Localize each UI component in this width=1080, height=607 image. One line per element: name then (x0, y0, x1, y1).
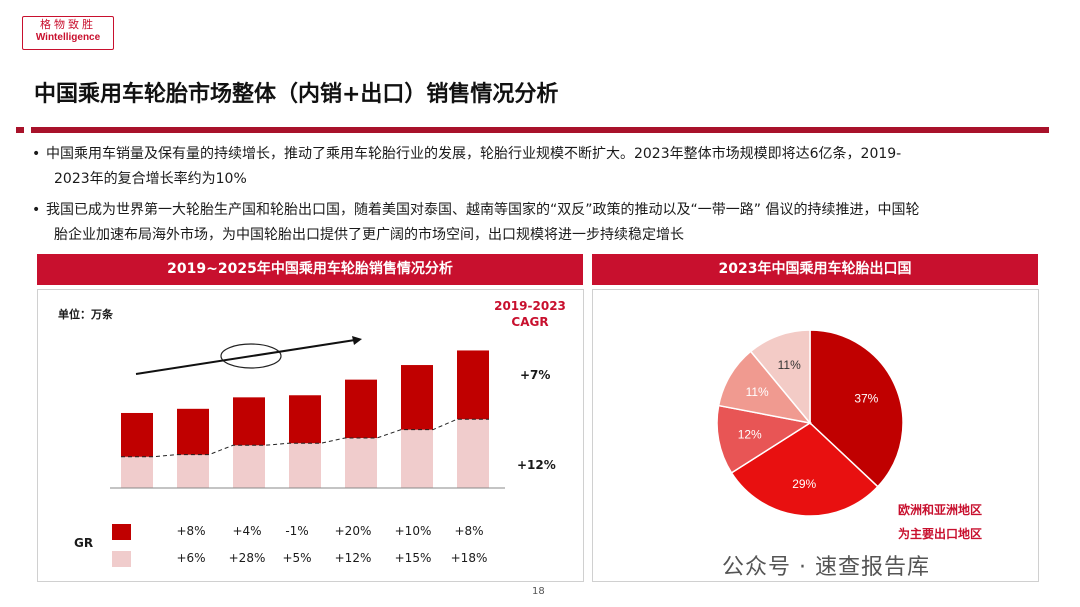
gr-legend-top-swatch (112, 524, 131, 540)
gr-top-value: +20% (334, 524, 372, 538)
pie-annotation: 欧洲和亚洲地区 为主要出口地区 (898, 498, 982, 546)
bar-panel-header: 2019~2025年中国乘用车轮胎销售情况分析 (37, 254, 583, 285)
bar-top-segment (401, 365, 433, 430)
gr-label: GR (74, 536, 94, 550)
pie-slice-label: 11% (778, 358, 801, 372)
cagr-bottom-value: +12% (517, 458, 556, 472)
pie-chart: 37% 29% 12% 11% 11% (716, 329, 904, 517)
bullet-dot: • (32, 146, 41, 162)
bar-top-segment (457, 350, 489, 420)
gr-top-value: +4% (232, 524, 262, 538)
gr-top-value: +10% (394, 524, 432, 538)
bar-bottom-segment (457, 419, 489, 488)
gr-bottom-value: +12% (334, 551, 372, 565)
pie-slice-label: 37% (854, 392, 878, 406)
bar-top-segment (289, 395, 321, 444)
bullet-1-line-2: 2023年的复合增长率约为10% (54, 171, 247, 187)
cagr-title-text: CAGR (511, 315, 549, 329)
pie-panel-header: 2023年中国乘用车轮胎出口国 (592, 254, 1038, 285)
bullet-2-line-2: 胎企业加速布局海外市场，为中国轮胎出口提供了更广阔的市场空间，出口规模将进一步持… (54, 227, 684, 243)
gr-top-value: -1% (285, 524, 309, 538)
bar-top-segment (177, 408, 209, 455)
bar-bottom-segment (121, 456, 153, 488)
pie-annotation-line-2: 为主要出口地区 (898, 527, 983, 541)
bar-top-segment (121, 412, 153, 457)
page-title: 中国乘用车轮胎市场整体（内销+出口）销售情况分析 (34, 82, 559, 107)
gr-bottom-value: +15% (394, 551, 432, 565)
pie-slice-label: 11% (746, 385, 769, 399)
cagr-title-years: 2019-2023 (494, 299, 566, 313)
gr-bottom-value: +28% (228, 551, 266, 565)
bar-bottom-segment (233, 445, 265, 488)
unit-label: 单位：万条 (58, 308, 113, 321)
pie-slice-label: 29% (792, 477, 816, 491)
pie-slice-label: 12% (738, 428, 762, 442)
title-divider-accent (16, 127, 24, 133)
watermark-text: 公众号 · 速查报告库 (722, 555, 930, 580)
pie-slice (730, 422, 879, 517)
trend-arrowhead (352, 336, 362, 345)
gr-bottom-value: +6% (176, 551, 206, 565)
pie-slice (809, 329, 904, 488)
bullet-2: • 我国已成为世界第一大轮胎生产国和轮胎出口国，随着美国对泰国、越南等国家的“双… (32, 198, 1010, 248)
logo-chinese-text: 格物致胜 (40, 18, 96, 31)
logo-english-text: Wintelligence (35, 32, 101, 43)
cagr-title: 2019-2023 CAGR (490, 298, 570, 330)
bar-bottom-segment (177, 454, 209, 488)
gr-bottom-value: +18% (450, 551, 488, 565)
gr-top-value: +8% (176, 524, 206, 538)
cagr-top-value: +7% (520, 368, 551, 382)
trend-arrow (135, 339, 356, 375)
bottom-trend-dashed-line (121, 418, 489, 458)
stacked-bar-chart (110, 336, 505, 489)
bar-bottom-segment (401, 429, 433, 488)
bullet-1-line-1: 中国乘用车销量及保有量的持续增长，推动了乘用车轮胎行业的发展，轮胎行业规模不断扩… (46, 146, 902, 162)
gr-legend-bottom-swatch (112, 551, 131, 567)
bar-top-segment (345, 379, 377, 438)
bar-bottom-segment (289, 443, 321, 488)
pie-annotation-line-1: 欧洲和亚洲地区 (898, 503, 983, 517)
gr-top-value: +8% (454, 524, 484, 538)
bar-bottom-segment (345, 437, 377, 488)
gr-bottom-value: +5% (282, 551, 312, 565)
page-number: 18 (532, 586, 545, 597)
bullet-dot: • (32, 202, 41, 218)
company-logo: 格物致胜 Wintelligence (22, 16, 114, 50)
bar-top-segment (233, 397, 265, 446)
bullet-1: • 中国乘用车销量及保有量的持续增长，推动了乘用车轮胎行业的发展，轮胎行业规模不… (32, 142, 1010, 192)
bullet-2-line-1: 我国已成为世界第一大轮胎生产国和轮胎出口国，随着美国对泰国、越南等国家的“双反”… (46, 202, 920, 218)
title-divider (31, 127, 1049, 133)
pie-slice (749, 329, 811, 426)
pie-slice (716, 404, 813, 474)
